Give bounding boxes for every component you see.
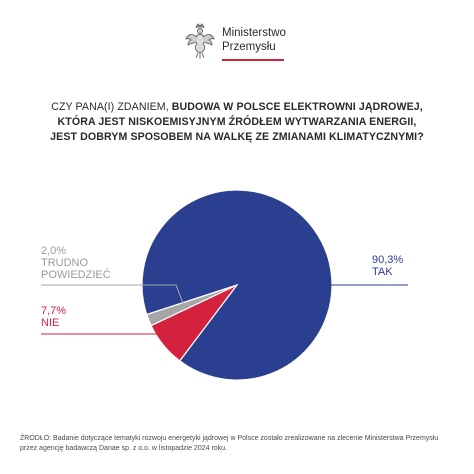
label-tak-name: TAK <box>372 266 393 278</box>
question-line-3: JEST DOBRYM SPOSOBEM NA WALKĘ ZE ZMIANAM… <box>50 131 424 143</box>
label-tak-value: 90,3% <box>372 254 404 266</box>
ministry-logo: Ministerstwo Przemysłu <box>183 22 293 64</box>
ministry-name: Ministerstwo Przemysłu <box>222 26 286 54</box>
label-nie: 7,7% NIE <box>41 305 66 329</box>
pie-slice-tak <box>141 189 333 381</box>
source-line-2: przez agencję badawczą Danae sp. z o.o. … <box>20 445 228 452</box>
ministry-name-line2: Przemysłu <box>222 41 276 53</box>
logo-red-rule <box>222 59 284 61</box>
leader-line-trudno <box>41 284 185 307</box>
label-nie-name: NIE <box>41 317 60 329</box>
label-nie-value: 7,7% <box>41 305 67 317</box>
label-trudno-name-2: POWIEDZIEĆ <box>41 269 111 281</box>
ministry-name-line1: Ministerstwo <box>222 27 286 39</box>
label-trudno: 2,0% TRUDNO POWIEDZIEĆ <box>41 245 111 281</box>
question-intro: CZY PANA(I) ZDANIEM, <box>51 101 172 113</box>
label-trudno-name-1: TRUDNO <box>41 257 89 269</box>
question-line-1: CZY PANA(I) ZDANIEM, BUDOWA W POLSCE ELE… <box>20 100 454 115</box>
label-tak: 90,3% TAK <box>372 254 403 278</box>
source-note: ŹRÓDŁO: Badanie dotyczące tematyki rozwo… <box>20 434 460 454</box>
question-bold-1: BUDOWA W POLSCE ELEKTROWNI JĄDROWEJ, <box>171 101 423 113</box>
survey-question: CZY PANA(I) ZDANIEM, BUDOWA W POLSCE ELE… <box>20 100 454 145</box>
source-line-1: ŹRÓDŁO: Badanie dotyczące tematyki rozwo… <box>20 435 439 442</box>
question-line-2: KTÓRA JEST NISKOEMISYJNYM ŹRÓDŁEM WYTWAR… <box>57 116 417 128</box>
eagle-emblem-icon <box>185 23 215 59</box>
leader-line-nie <box>41 317 197 335</box>
label-trudno-value: 2,0% <box>41 245 67 257</box>
leader-lines <box>41 284 408 335</box>
